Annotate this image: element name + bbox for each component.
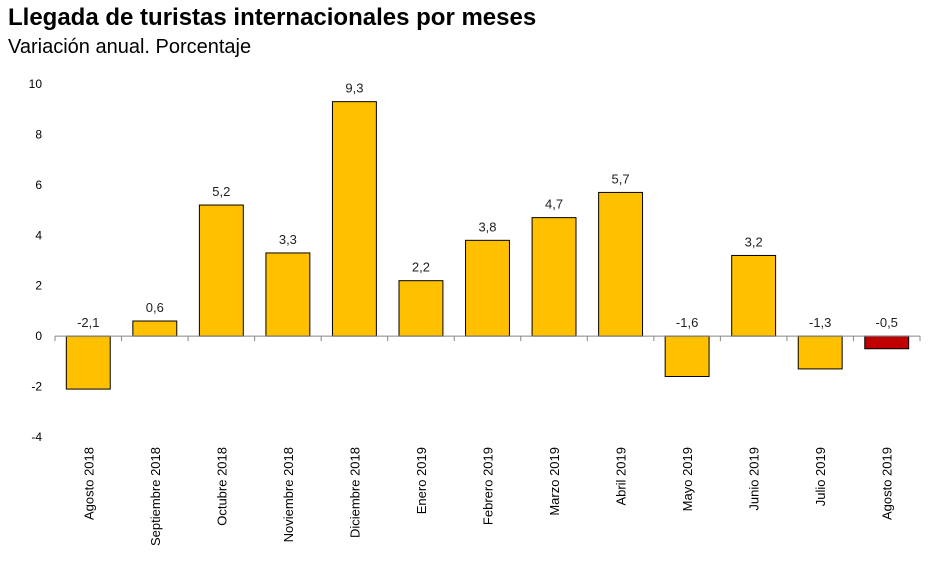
category-label: Abril 2019: [614, 447, 629, 506]
y-tick-label: -4: [31, 430, 42, 444]
bar: [664, 335, 710, 377]
chart-title: Llegada de turistas internacionales por …: [8, 4, 537, 31]
bar: [531, 217, 577, 337]
bar: [598, 191, 644, 337]
category-label: Septiembre 2018: [148, 447, 163, 546]
data-label: 5,2: [212, 184, 230, 199]
category-label: Mayo 2019: [680, 447, 695, 511]
category-label: Noviembre 2018: [281, 447, 296, 542]
bar: [265, 252, 311, 337]
bar: [398, 280, 444, 337]
category-label: Octubre 2018: [214, 447, 229, 526]
data-label: -1,6: [676, 315, 698, 330]
data-label: -0,5: [876, 315, 898, 330]
y-tick-label: 10: [29, 77, 43, 91]
bar-series: [65, 101, 910, 390]
category-label: Julio 2019: [813, 447, 828, 506]
data-labels: -2,1 0,6 5,2 3,3 9,3 2,2 3,8 4,7 5,7 -1,6 3,2 -1,3 -…: [77, 81, 898, 330]
bar: [864, 335, 910, 350]
data-label: 9,3: [345, 81, 363, 96]
bar: [198, 204, 244, 337]
y-tick-label: 0: [35, 329, 42, 343]
category-labels: Agosto 2018 Septiembre 2018 Octubre 2018 No…: [81, 447, 894, 546]
data-label: 3,3: [279, 232, 297, 247]
chart-subtitle: Variación anual. Porcentaje: [8, 36, 252, 58]
category-label: Marzo 2019: [547, 447, 562, 516]
data-label: -2,1: [77, 315, 99, 330]
bar: [731, 254, 777, 337]
bar: [797, 335, 843, 370]
y-tick-label: -2: [31, 380, 42, 394]
x-axis: [54, 335, 921, 342]
data-label: 4,7: [545, 197, 563, 212]
data-label: 0,6: [146, 300, 164, 315]
y-tick-label: 4: [35, 228, 42, 242]
category-label: Diciembre 2018: [347, 447, 362, 538]
y-tick-label: 8: [35, 127, 42, 141]
category-label: Agosto 2019: [880, 447, 895, 520]
bar: [65, 335, 111, 390]
y-tick-label: 2: [35, 279, 42, 293]
category-label: Junio 2019: [747, 447, 762, 511]
bar: [331, 101, 377, 337]
bar: [132, 320, 178, 337]
y-axis: 10 8 6 4 2 0 -2 -4: [29, 77, 43, 444]
data-label: 2,2: [412, 260, 430, 275]
data-label: -1,3: [809, 315, 831, 330]
category-label: Febrero 2019: [481, 447, 496, 525]
category-label: Enero 2019: [414, 447, 429, 514]
bar: [465, 239, 510, 337]
y-tick-label: 6: [35, 178, 42, 192]
data-label: 5,7: [612, 171, 630, 186]
category-label: Agosto 2018: [81, 447, 96, 520]
data-label: 3,2: [745, 234, 763, 249]
data-label: 3,8: [478, 219, 496, 234]
